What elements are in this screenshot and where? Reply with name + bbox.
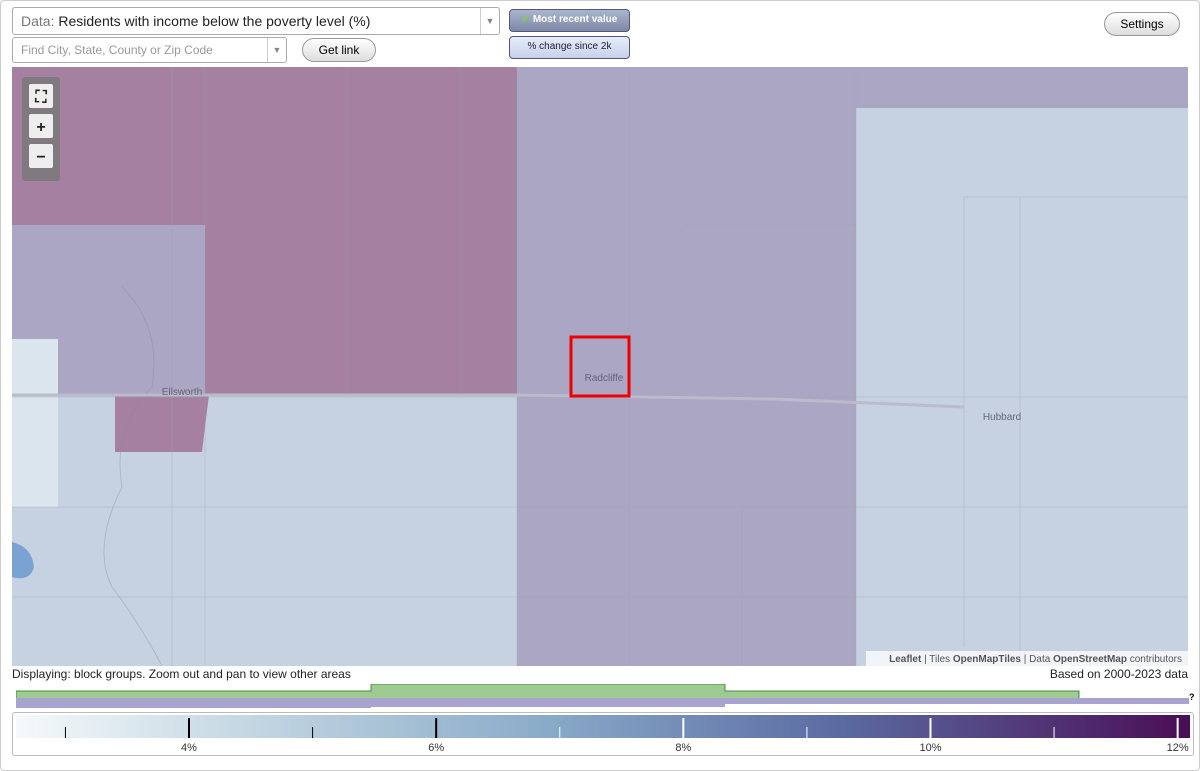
- attribution: Leaflet | Tiles OpenMapTiles | Data Open…: [889, 654, 1182, 665]
- legend-tick-label: 8%: [675, 742, 691, 754]
- svg-text:+: +: [36, 119, 45, 136]
- help-mark[interactable]: ?: [1189, 692, 1194, 702]
- data-value: Residents with income below the poverty …: [58, 13, 371, 29]
- legend: 4% 6% 8% 10% 12%: [16, 715, 1190, 754]
- map[interactable]: Radcliffe Ellsworth Hubbard ⛶ + − Leaflet …: [12, 67, 1188, 666]
- place-label: Hubbard: [983, 412, 1021, 423]
- displaying-note: Displaying: block groups. Zoom out and p…: [12, 667, 351, 681]
- based-on-note: Based on 2000-2023 data: [1049, 667, 1188, 681]
- search-box[interactable]: Find City, State, County or Zip Code ▼: [12, 37, 287, 63]
- change-toggle[interactable]: % change since 2k: [509, 36, 630, 59]
- legend-tick-label: 4%: [181, 742, 197, 754]
- data-label: Data:: [21, 13, 55, 29]
- place-label: Ellsworth: [162, 387, 203, 398]
- legend-box: [12, 712, 1194, 756]
- svg-text:⛶: ⛶: [34, 89, 47, 106]
- most-recent-toggle[interactable]: ✔ Most recent value: [509, 9, 630, 32]
- legend-tick-label: 6%: [428, 742, 444, 754]
- data-select[interactable]: Data: Residents with income below the po…: [12, 7, 500, 35]
- settings-button[interactable]: Settings: [1104, 12, 1180, 36]
- search-placeholder: Find City, State, County or Zip Code: [21, 43, 213, 57]
- most-recent-label: Most recent value: [532, 14, 618, 25]
- svg-text:−: −: [36, 149, 45, 166]
- histogram-strip: ?: [16, 684, 1194, 708]
- legend-tick-label: 12%: [1167, 742, 1189, 754]
- legend-tick-label: 10%: [919, 742, 941, 754]
- get-link-button[interactable]: Get link: [302, 38, 376, 62]
- place-label: Radcliffe: [585, 373, 624, 384]
